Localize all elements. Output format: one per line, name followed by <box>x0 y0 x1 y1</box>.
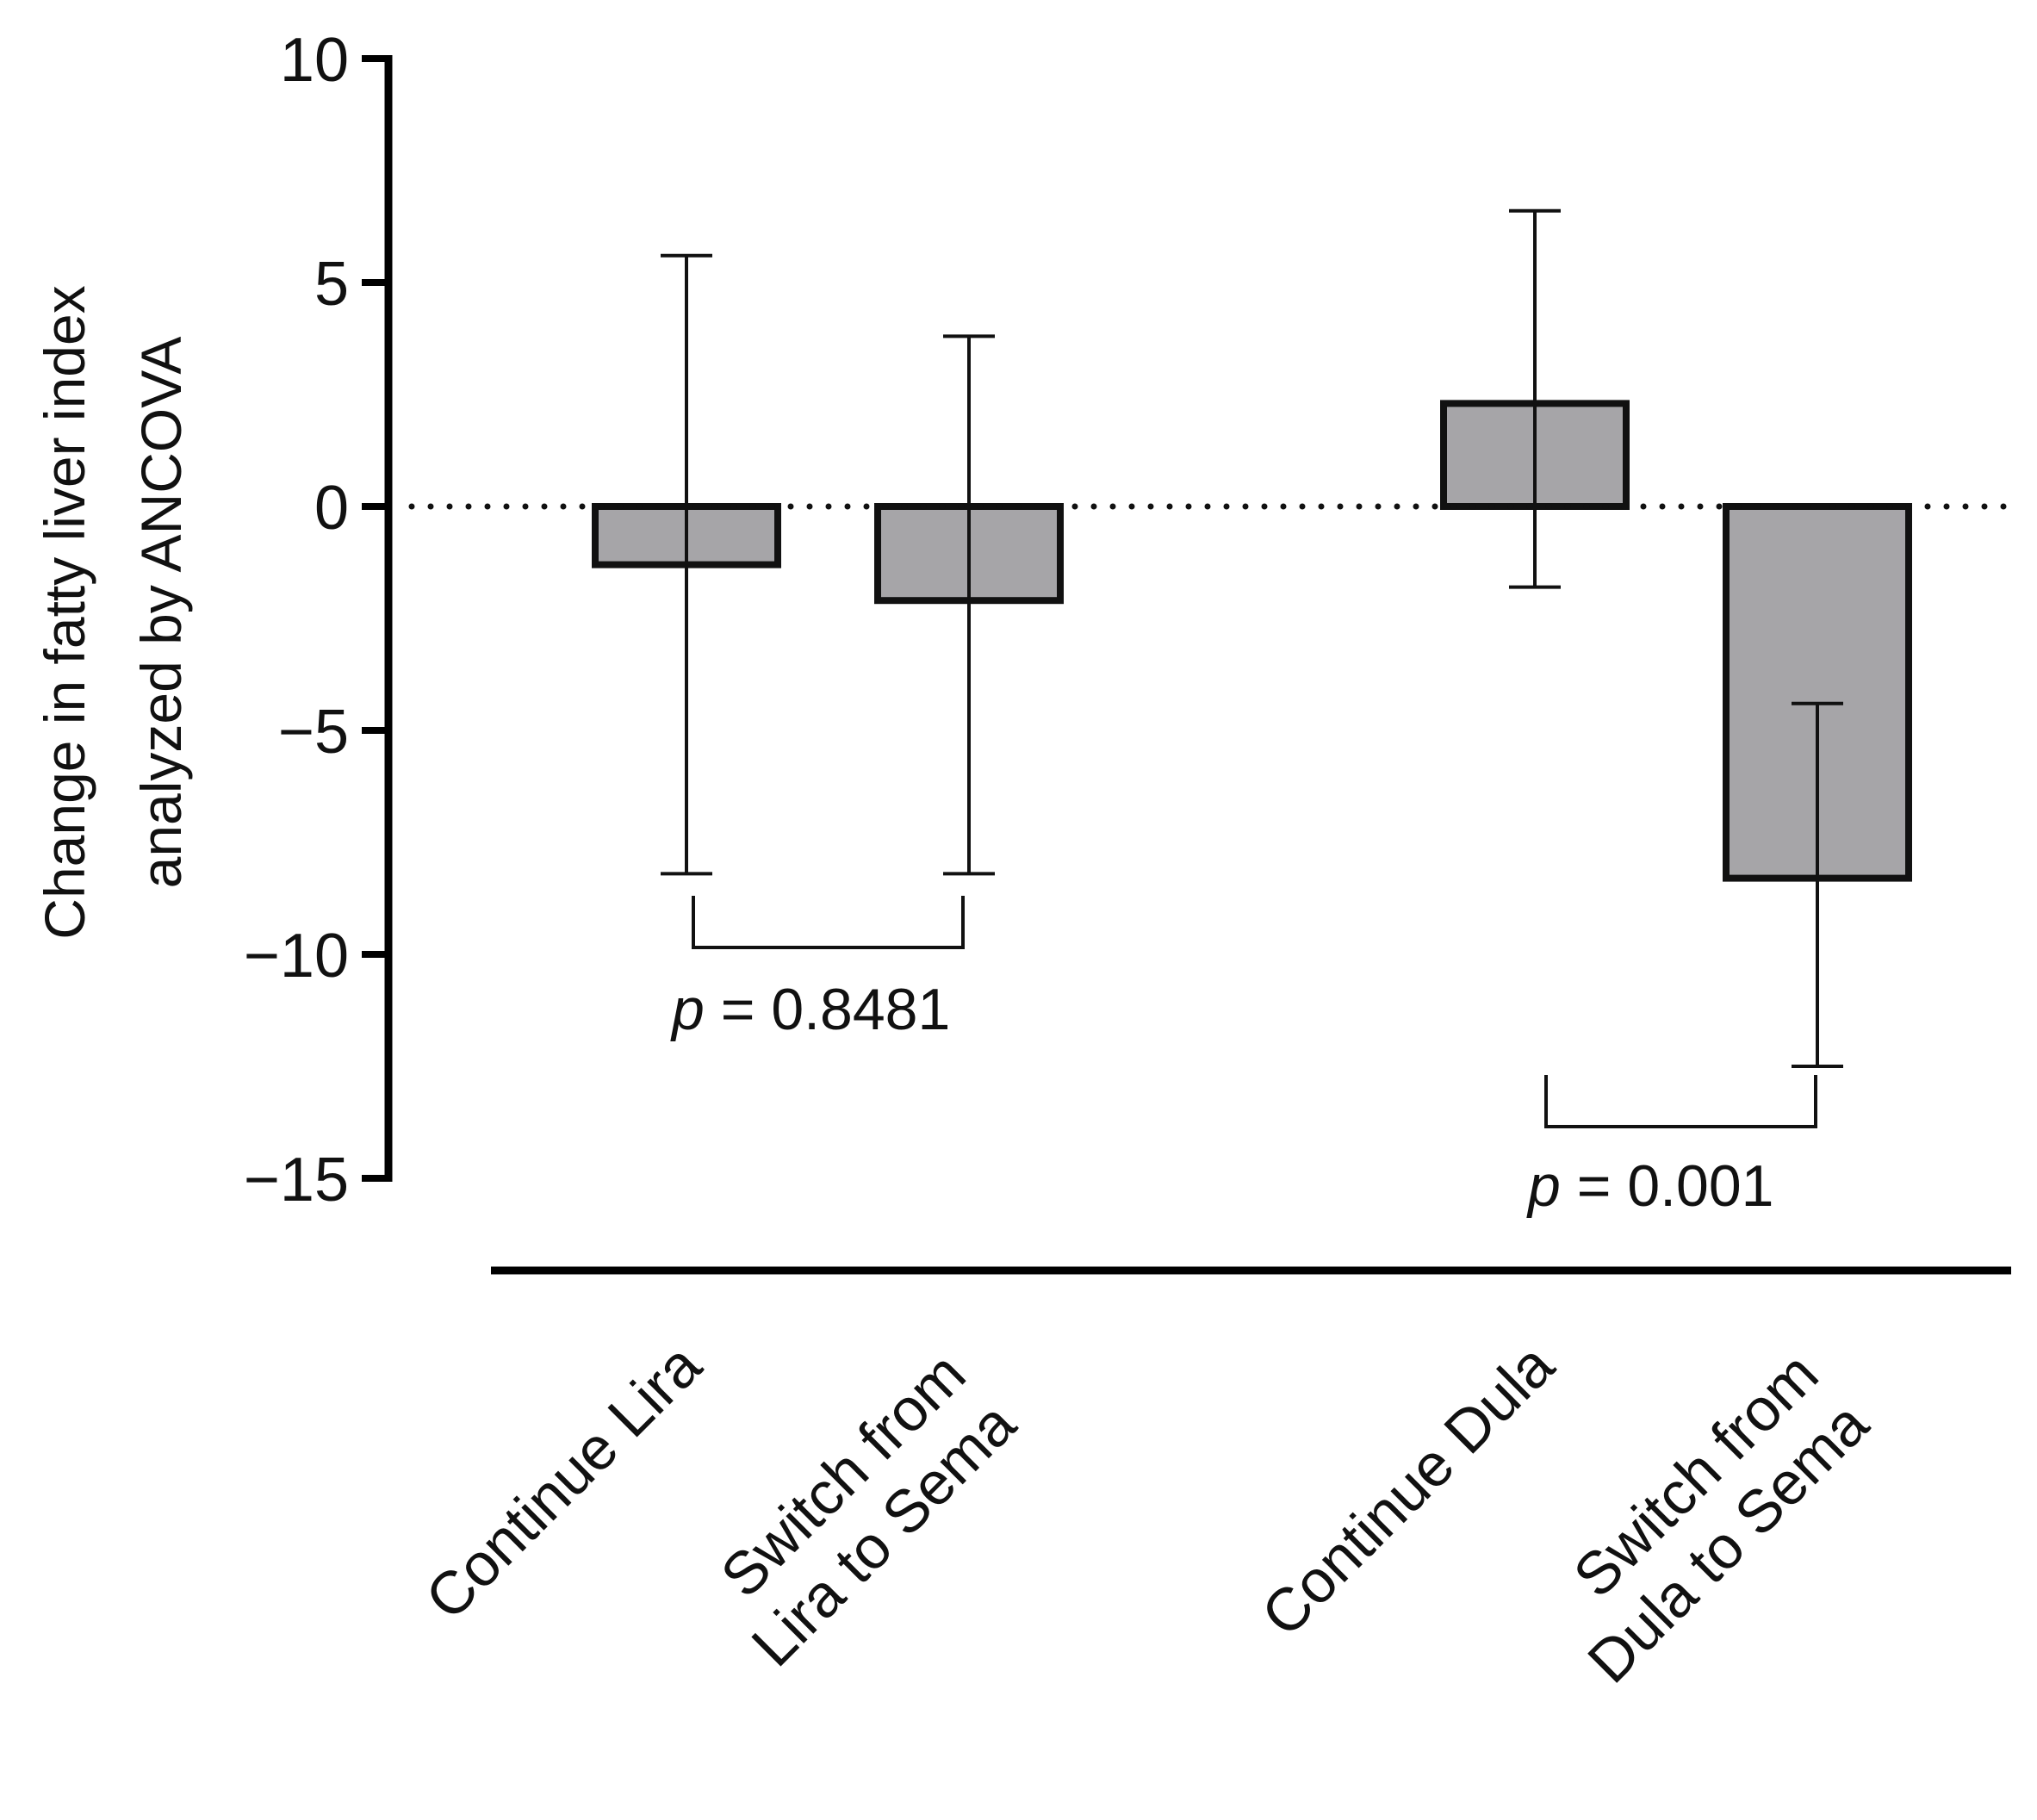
comparison-brackets <box>692 896 1817 1128</box>
comparison-bracket-lira <box>692 896 965 949</box>
error-bars <box>661 208 1843 1068</box>
y-tick-label-5: 5 <box>314 250 349 319</box>
category-label-continue-lira: Continue Lira <box>413 1331 714 1632</box>
p-value-label-lira: p = 0.8481 <box>670 977 950 1042</box>
y-axis-title-line-2: analyzed by ANCOVA <box>129 337 193 889</box>
y-tick-label-10: 10 <box>280 26 349 95</box>
y-tick-label-minus-15: −15 <box>244 1146 349 1214</box>
y-tick-label-0: 0 <box>314 474 349 543</box>
p-symbol: p <box>1526 1153 1561 1219</box>
y-tick-label-minus-10: −10 <box>244 922 349 991</box>
p-symbol: p <box>670 977 705 1042</box>
p-value-label-dula: p = 0.001 <box>1526 1153 1774 1219</box>
y-axis-title-line-1: Change in fatty liver index <box>33 285 96 939</box>
p-value-dula: = 0.001 <box>1561 1153 1774 1219</box>
p-value-lira: = 0.8481 <box>705 977 950 1042</box>
y-ticks <box>362 55 392 1182</box>
bars <box>592 400 1912 882</box>
comparison-bracket-dula <box>1544 1075 1817 1128</box>
category-label-continue-dula: Continue Dula <box>1249 1331 1567 1649</box>
y-tick-labels: 10 5 0 −5 −10 −15 <box>244 26 349 1214</box>
y-tick-label-minus-5: −5 <box>278 698 349 767</box>
